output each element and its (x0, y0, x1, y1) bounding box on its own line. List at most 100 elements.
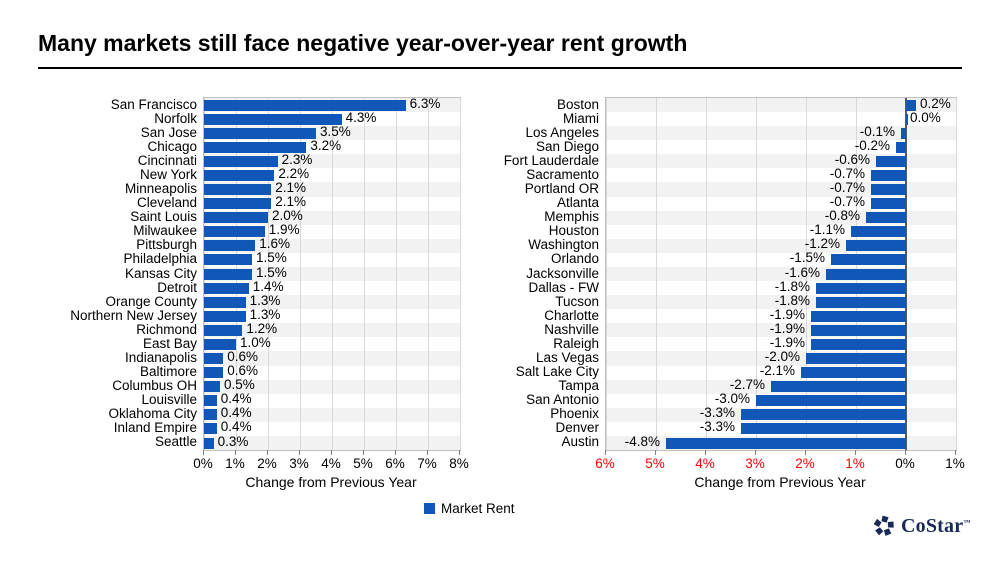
tick-mark (427, 450, 428, 455)
legend-label: Market Rent (441, 501, 515, 516)
value-label: 2.3% (281, 151, 313, 167)
value-label: -0.7% (829, 194, 865, 210)
grid-line (460, 98, 461, 450)
row-stripe (606, 182, 956, 197)
category-label: Philadelphia (123, 251, 197, 267)
zero-axis-line (905, 98, 907, 450)
bar (204, 381, 220, 393)
category-label: Tucson (555, 293, 599, 309)
bar (896, 141, 906, 153)
value-label: -1.5% (789, 250, 825, 266)
grid-line (606, 98, 607, 450)
category-label: Denver (555, 420, 599, 436)
tick-label: 4% (321, 456, 341, 471)
category-label: East Bay (142, 335, 197, 351)
value-label: 1.4% (252, 278, 284, 294)
value-label: 0.4% (220, 405, 252, 421)
tick-mark (605, 450, 606, 455)
tick-mark (905, 450, 906, 455)
tick-label: 1% (845, 456, 865, 471)
bar (906, 113, 908, 125)
bar (204, 113, 342, 125)
bar (204, 437, 214, 449)
category-label: Orange County (105, 293, 197, 309)
bar (204, 141, 307, 153)
tick-mark (805, 450, 806, 455)
bar (204, 353, 224, 364)
bar (816, 296, 906, 308)
plot-area (605, 97, 957, 451)
category-label: Cleveland (136, 195, 197, 211)
bar (204, 127, 316, 139)
value-label: -0.7% (829, 165, 865, 181)
value-label: -0.7% (829, 180, 865, 195)
costar-pinwheel-icon (872, 514, 896, 538)
value-label: 1.9% (268, 222, 300, 238)
legend-swatch-market-rent (424, 503, 435, 514)
value-label: 0.6% (227, 349, 258, 364)
bar (204, 296, 246, 308)
category-label: Columbus OH (112, 378, 197, 394)
category-label: Phoenix (550, 406, 599, 422)
bar (811, 310, 906, 322)
grid-line (268, 98, 269, 450)
bar (204, 169, 275, 181)
bar (846, 240, 906, 252)
grid-line (428, 98, 429, 450)
category-label: Oklahoma City (108, 406, 197, 422)
value-label: 0.6% (227, 363, 258, 379)
category-label: Nashville (544, 321, 599, 337)
category-label: Los Angeles (525, 124, 599, 140)
tick-mark (955, 450, 956, 455)
bar (866, 212, 906, 224)
category-label: Sacramento (526, 166, 599, 182)
value-label: 2.0% (272, 208, 303, 224)
tick-mark (705, 450, 706, 455)
category-label: San Francisco (110, 96, 197, 112)
value-label: -0.1% (859, 123, 895, 139)
category-label: Northern New Jersey (70, 307, 197, 323)
grid-line (956, 98, 957, 450)
tick-label: 1% (225, 456, 245, 471)
value-label: -0.8% (824, 208, 860, 224)
bar (204, 395, 217, 407)
grid-line (396, 98, 397, 450)
bar (204, 282, 249, 294)
category-label: Houston (548, 223, 599, 239)
grid-line (656, 98, 657, 450)
bar (204, 338, 236, 350)
category-label: Baltimore (139, 364, 197, 379)
category-label: Kansas City (124, 265, 197, 281)
row-stripe (606, 98, 956, 113)
bar (204, 423, 217, 435)
bar (806, 353, 906, 364)
tick-label: 1% (945, 456, 965, 471)
category-label: Saint Louis (130, 209, 197, 225)
page-title: Many markets still face negative year-ov… (38, 30, 688, 56)
value-label: -1.1% (809, 222, 845, 238)
tick-mark (755, 450, 756, 455)
bar (204, 198, 272, 210)
category-label: Memphis (544, 209, 599, 225)
category-label: Dallas - FW (528, 279, 600, 295)
plot-area (203, 97, 461, 451)
value-label: -1.2% (804, 236, 840, 252)
bar (204, 155, 278, 167)
value-label: -1.6% (784, 264, 820, 280)
bar (876, 155, 906, 167)
value-label: 2.1% (275, 180, 306, 195)
value-label: -3.0% (714, 391, 750, 407)
tick-mark (299, 450, 300, 455)
tick-mark (203, 450, 204, 455)
value-label: 0.2% (920, 95, 951, 111)
bar (771, 381, 906, 393)
category-label: Pittsburgh (136, 237, 197, 253)
bar (816, 282, 906, 294)
category-label: Seattle (154, 434, 197, 450)
category-label: Portland OR (524, 181, 599, 196)
bar (204, 184, 272, 195)
value-label: 0.4% (220, 419, 252, 435)
bar (741, 423, 906, 435)
category-label: Salt Lake City (515, 364, 599, 379)
bar (811, 324, 906, 336)
